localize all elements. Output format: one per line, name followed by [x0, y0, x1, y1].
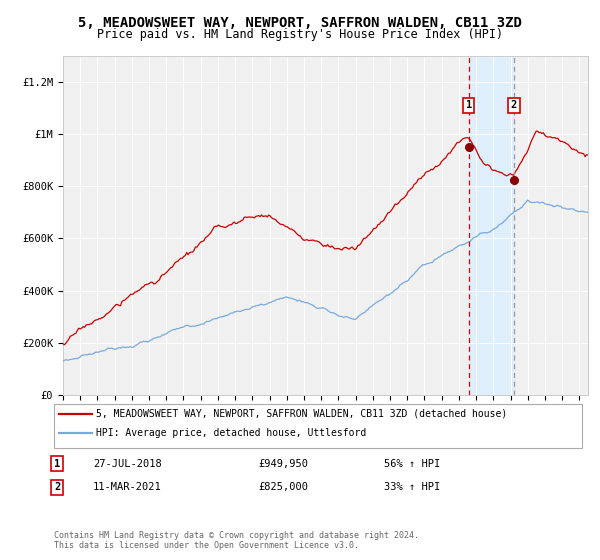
Text: HPI: Average price, detached house, Uttlesford: HPI: Average price, detached house, Uttl…	[96, 428, 366, 438]
Text: 33% ↑ HPI: 33% ↑ HPI	[384, 482, 440, 492]
Text: 1: 1	[54, 459, 60, 469]
Text: £825,000: £825,000	[258, 482, 308, 492]
Text: 5, MEADOWSWEET WAY, NEWPORT, SAFFRON WALDEN, CB11 3ZD (detached house): 5, MEADOWSWEET WAY, NEWPORT, SAFFRON WAL…	[96, 409, 507, 419]
Text: 2: 2	[511, 100, 517, 110]
Text: 56% ↑ HPI: 56% ↑ HPI	[384, 459, 440, 469]
Text: 11-MAR-2021: 11-MAR-2021	[93, 482, 162, 492]
Bar	[469, 56, 514, 395]
Text: Price paid vs. HM Land Registry's House Price Index (HPI): Price paid vs. HM Land Registry's House …	[97, 28, 503, 41]
Text: 5, MEADOWSWEET WAY, NEWPORT, SAFFRON WALDEN, CB11 3ZD: 5, MEADOWSWEET WAY, NEWPORT, SAFFRON WAL…	[78, 16, 522, 30]
Text: Contains HM Land Registry data © Crown copyright and database right 2024.
This d: Contains HM Land Registry data © Crown c…	[54, 530, 419, 550]
Text: 1: 1	[466, 100, 472, 110]
Text: 27-JUL-2018: 27-JUL-2018	[93, 459, 162, 469]
Text: £949,950: £949,950	[258, 459, 308, 469]
Text: 2: 2	[54, 482, 60, 492]
